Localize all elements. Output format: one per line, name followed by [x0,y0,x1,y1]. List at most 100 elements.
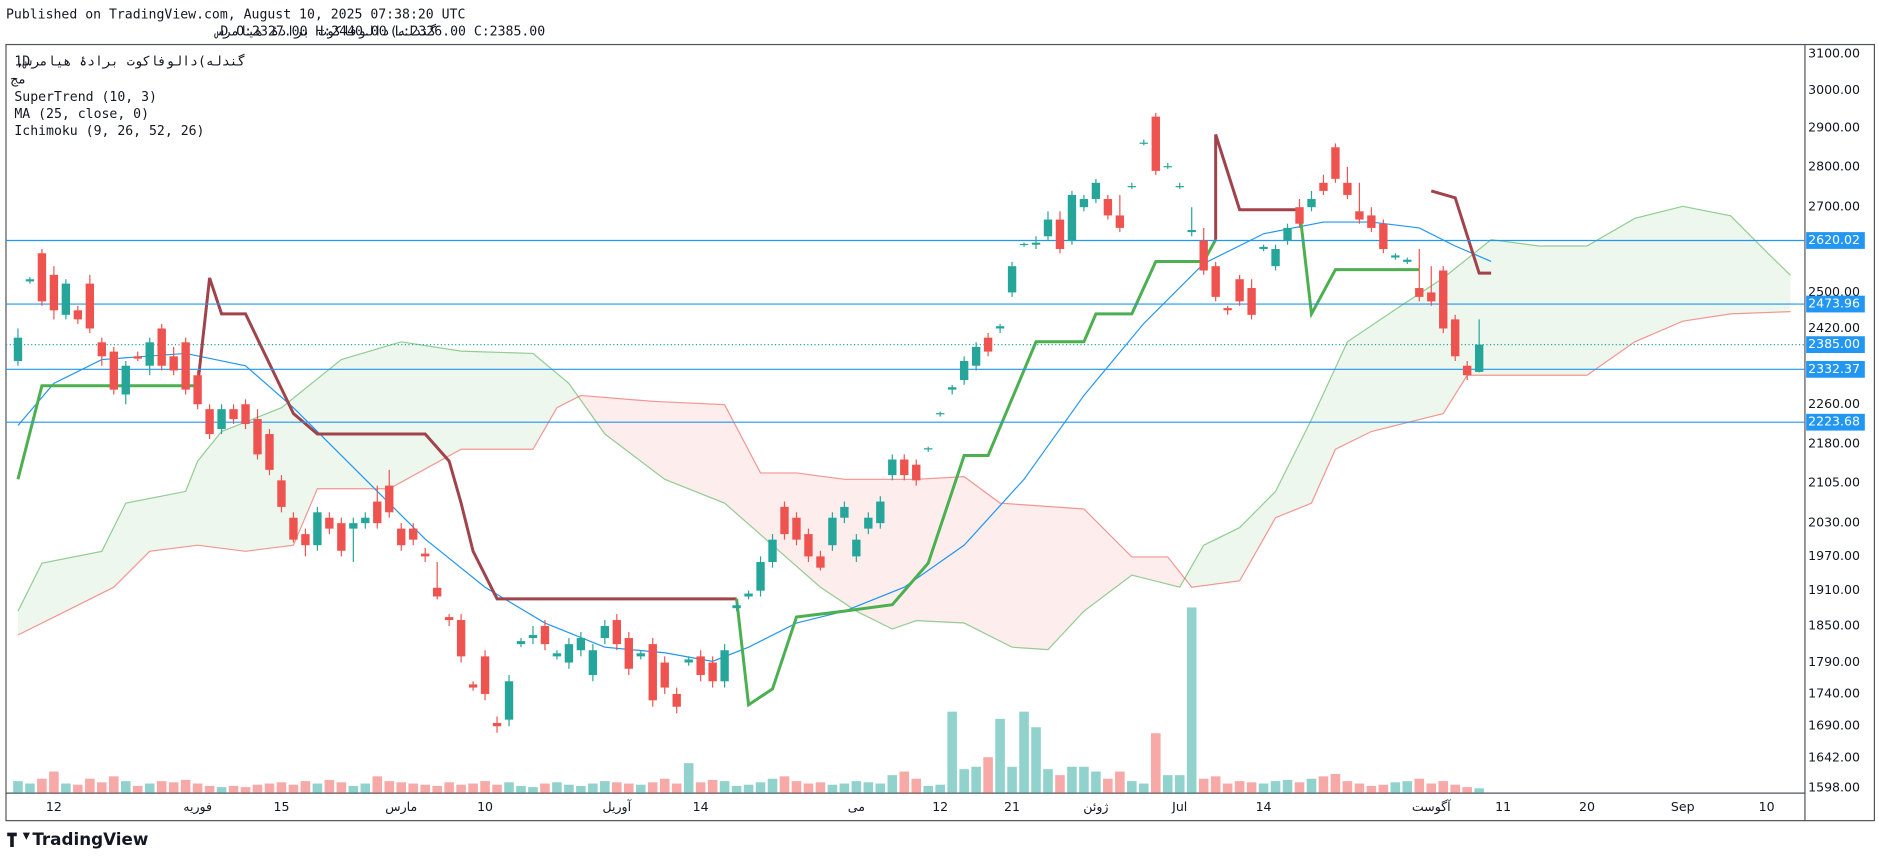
candle-body [936,413,945,415]
volume-bar [468,783,478,794]
volume-bar [1414,778,1425,794]
candle-body [1379,223,1388,249]
volume-bar [695,782,706,794]
candle-body [193,375,202,405]
volume-bar [480,781,490,794]
ohlc-header: D O:2327.00 H:2440.00 L:2326.00 C:2385.0… [220,24,545,39]
candle-body [73,310,83,320]
y-tick-label: 2900.00 [1808,120,1860,135]
candle-body [373,501,382,524]
candle-body [492,722,502,727]
candle-body [109,351,118,390]
candle-body [337,523,346,551]
x-tick-label: ژوئن [1083,799,1108,815]
volume-bar [312,783,323,794]
candle-body [744,593,753,597]
candle-body [912,464,921,481]
volume-bar [1450,784,1461,794]
brand-logo: TradingView [7,829,148,849]
supertrend [735,238,1217,708]
volume-bar [336,782,347,794]
candle-body [1055,219,1065,249]
volume-bar [504,782,514,794]
candle-body [468,684,478,688]
y-tick-label: 3000.00 [1808,82,1860,97]
volume-bar [168,782,179,794]
volume-bar [1115,771,1125,794]
candle-body [1175,186,1184,188]
last-price-box [1806,336,1865,354]
volume-bar [1426,783,1437,794]
volume-bar [827,784,838,794]
candle-body [876,501,885,524]
y-tick-label: 1970.00 [1808,548,1860,563]
price-label: 2620.02 [1808,232,1860,247]
y-tick-label: 2700.00 [1808,199,1860,214]
volume-bar [635,784,646,794]
candle-body [409,528,418,540]
volume-bar [1043,769,1053,794]
x-tick-label: 15 [273,799,289,814]
volume-bar [995,718,1005,794]
published: Published on TradingView.com, August 10,… [6,8,465,23]
volume-bar [360,783,371,794]
price-label-box [1806,360,1865,378]
candle-body [97,342,106,357]
volume-bar [1091,771,1101,794]
volume-bar [839,783,850,794]
candle-body [504,681,514,720]
candle-body [971,346,981,366]
candle-body [181,342,190,390]
moving-average [17,221,1492,662]
volume-bar [25,783,35,794]
y-tick-label: 2420.00 [1808,320,1860,335]
candle-body [756,562,765,591]
volume-bar [983,757,993,794]
volume-bar [1330,773,1341,794]
volume-bar [49,771,59,794]
candle-body [1343,182,1352,195]
candle-body [732,605,741,609]
candle-body [1295,207,1304,224]
volume-bar [1258,783,1269,794]
candle-body [959,360,969,381]
supertrend [16,384,198,480]
volume-bar [97,782,107,794]
candle-body [816,556,825,568]
legend-exchange: مج [11,72,27,87]
candle-body [1151,116,1160,171]
volume-bar [1306,778,1317,794]
volume-bar [132,785,143,794]
volume-bar [1162,775,1173,794]
volume-bar [1079,766,1089,794]
volume-bar [276,782,287,794]
candle-body [588,650,598,675]
volume-bar [408,783,418,794]
price-label-box [1806,413,1865,431]
volume-bar [911,778,922,794]
candle-body [1367,215,1376,228]
volume-bar [1246,782,1257,794]
volume-bar [1067,766,1077,794]
candle-body [708,662,717,682]
candle-body [13,337,23,361]
volume-bar [887,775,898,794]
volume-bar [1127,781,1137,794]
candle-body [564,644,574,663]
volume-bar [1139,783,1149,794]
candle-body [636,653,645,657]
volume-bar [719,781,730,794]
volume-bar [815,782,826,794]
candle-body [1199,240,1208,271]
candle-body [456,620,466,657]
candle-body [1127,186,1137,188]
candle-body [516,641,526,645]
volume-bar [971,766,981,794]
volume-bar [671,783,682,794]
x-tick-label: 14 [1256,799,1272,814]
candle-body [1403,259,1412,262]
legend-symbol: گندله)دالوفاکوت برادۀ هیامرس, [16,53,245,69]
volume-bar [564,784,574,794]
x-tick-label: Jul [1171,799,1187,814]
